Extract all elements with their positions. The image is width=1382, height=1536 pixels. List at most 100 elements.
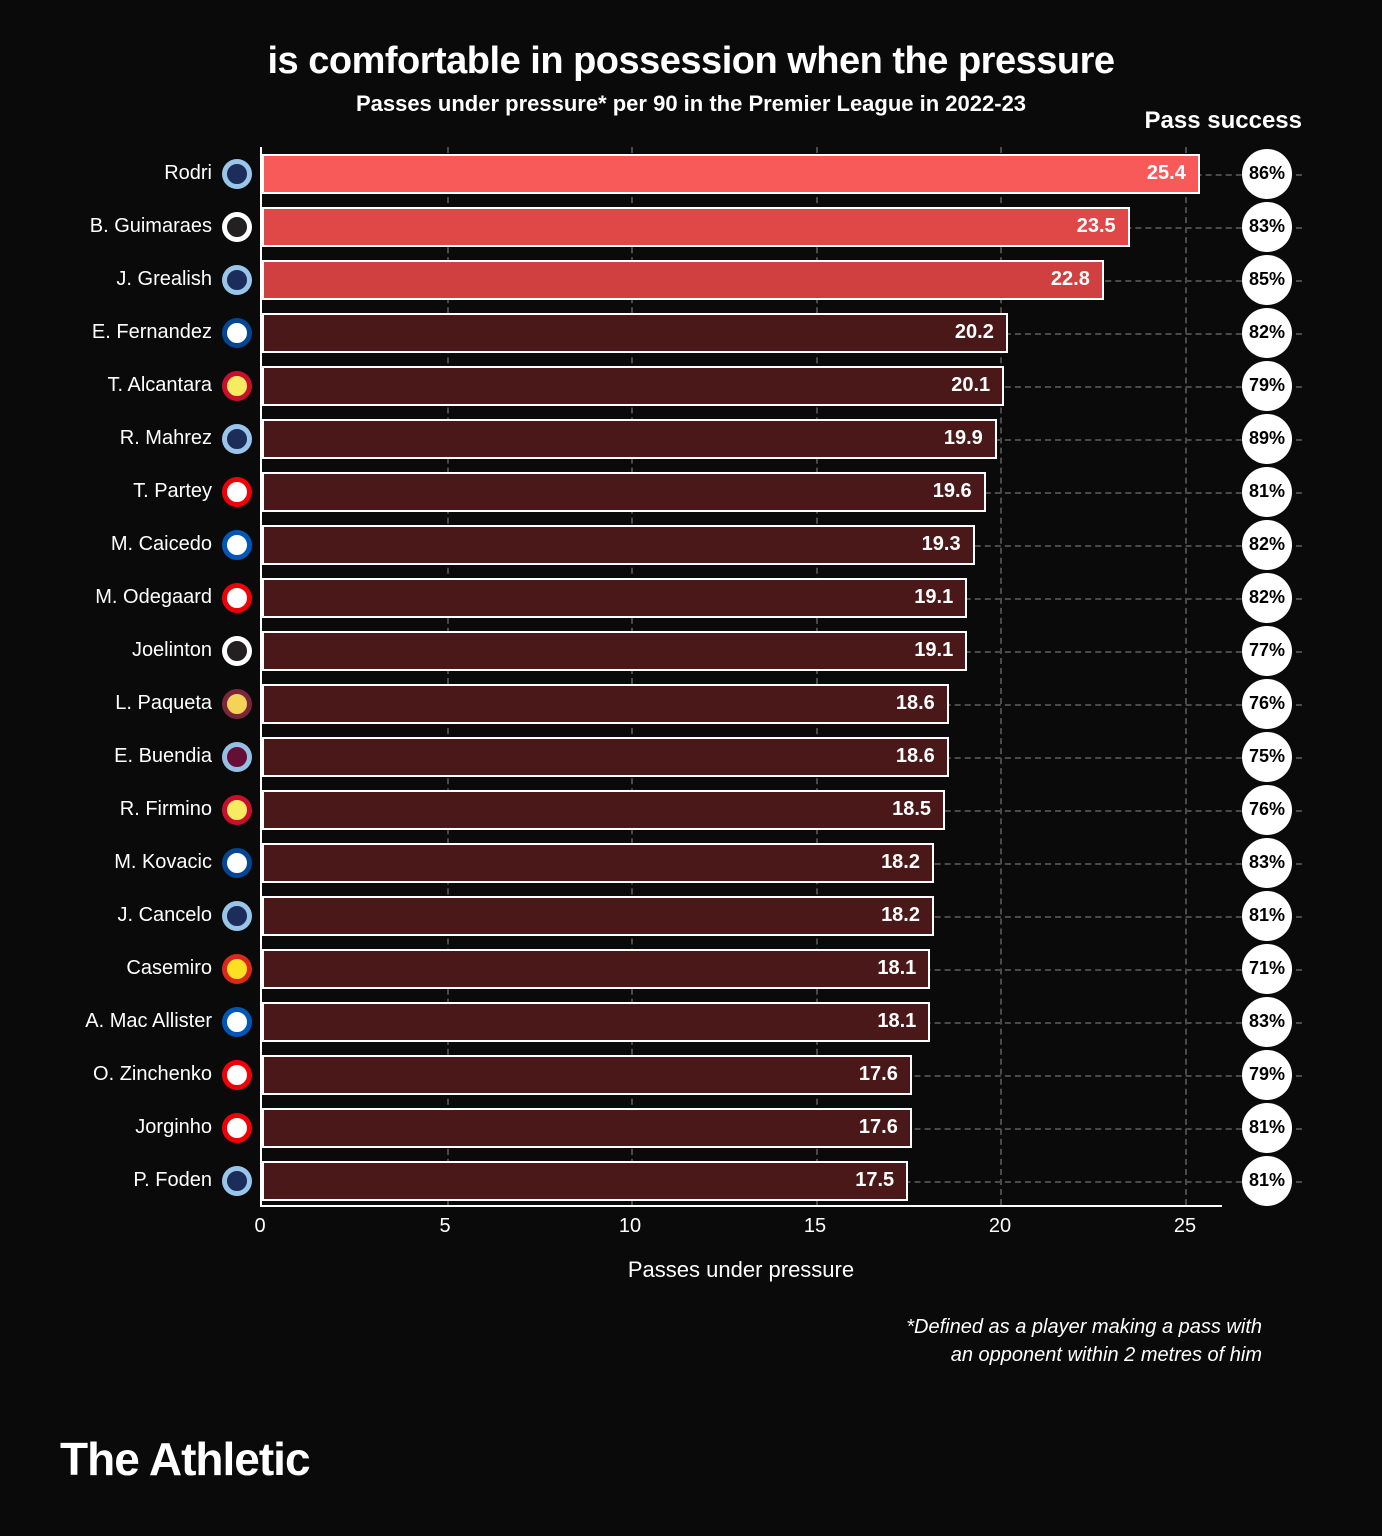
pass-success-value: 81%: [1242, 467, 1292, 517]
player-name: J. Grealish: [52, 268, 212, 291]
footnote-line-1: *Defined as a player making a pass with: [60, 1313, 1262, 1341]
club-badge-icon: [222, 265, 252, 295]
chart-row: M. Kovacic18.283%: [262, 836, 1222, 889]
row-content: J. Cancelo18.281%: [262, 889, 1222, 942]
player-name: B. Guimaraes: [52, 215, 212, 238]
chart-row: J. Cancelo18.281%: [262, 889, 1222, 942]
bar: 19.9: [262, 419, 997, 459]
chart-row: R. Firmino18.576%: [262, 783, 1222, 836]
brand-logo: The Athletic: [60, 1432, 310, 1486]
pass-success-header: Pass success: [1145, 107, 1302, 135]
club-badge-icon: [222, 954, 252, 984]
club-badge-icon: [222, 424, 252, 454]
club-badge-icon: [222, 371, 252, 401]
row-content: M. Odegaard19.182%: [262, 571, 1222, 624]
club-badge-icon: [222, 318, 252, 348]
chart-row: B. Guimaraes23.583%: [262, 200, 1222, 253]
pass-success-value: 71%: [1242, 944, 1292, 994]
player-name: E. Buendia: [52, 745, 212, 768]
bar: 17.6: [262, 1055, 912, 1095]
chart-row: O. Zinchenko17.679%: [262, 1048, 1222, 1101]
club-badge-icon: [222, 159, 252, 189]
chart-row: T. Partey19.681%: [262, 465, 1222, 518]
club-badge-icon: [222, 1007, 252, 1037]
chart-row: L. Paqueta18.676%: [262, 677, 1222, 730]
row-content: B. Guimaraes23.583%: [262, 200, 1222, 253]
pass-success-value: 79%: [1242, 361, 1292, 411]
club-badge-icon: [222, 636, 252, 666]
player-name: R. Firmino: [52, 798, 212, 821]
pass-success-value: 82%: [1242, 520, 1292, 570]
row-content: E. Fernandez20.282%: [262, 306, 1222, 359]
pass-success-value: 81%: [1242, 1103, 1292, 1153]
bar: 19.1: [262, 631, 967, 671]
player-name: T. Partey: [52, 480, 212, 503]
player-name: Joelinton: [52, 639, 212, 662]
x-tick-label: 5: [439, 1215, 450, 1238]
club-badge-icon: [222, 689, 252, 719]
row-content: M. Caicedo19.382%: [262, 518, 1222, 571]
row-content: Jorginho17.681%: [262, 1101, 1222, 1154]
row-content: J. Grealish22.885%: [262, 253, 1222, 306]
club-badge-icon: [222, 530, 252, 560]
pass-success-value: 83%: [1242, 997, 1292, 1047]
chart-title: is comfortable in possession when the pr…: [60, 40, 1322, 83]
chart-row: J. Grealish22.885%: [262, 253, 1222, 306]
row-content: Rodri25.486%: [262, 147, 1222, 200]
bar: 18.1: [262, 949, 930, 989]
player-name: M. Caicedo: [52, 533, 212, 556]
pass-success-value: 82%: [1242, 308, 1292, 358]
chart-row: P. Foden17.581%: [262, 1154, 1222, 1207]
x-tick-label: 0: [254, 1215, 265, 1238]
pass-success-value: 83%: [1242, 838, 1292, 888]
chart-subtitle: Passes under pressure* per 90 in the Pre…: [60, 91, 1322, 117]
player-name: A. Mac Allister: [52, 1010, 212, 1033]
club-badge-icon: [222, 1113, 252, 1143]
club-badge-icon: [222, 1060, 252, 1090]
bar: 17.5: [262, 1161, 908, 1201]
bar: 18.2: [262, 843, 934, 883]
pass-success-value: 75%: [1242, 732, 1292, 782]
pass-success-value: 76%: [1242, 785, 1292, 835]
club-badge-icon: [222, 795, 252, 825]
club-badge-icon: [222, 212, 252, 242]
row-content: L. Paqueta18.676%: [262, 677, 1222, 730]
chart-row: T. Alcantara20.179%: [262, 359, 1222, 412]
chart-row: M. Caicedo19.382%: [262, 518, 1222, 571]
x-axis-label: Passes under pressure: [260, 1257, 1222, 1283]
chart-row: E. Buendia18.675%: [262, 730, 1222, 783]
x-axis-ticks: 0510152025: [260, 1207, 1222, 1247]
row-content: Joelinton19.177%: [262, 624, 1222, 677]
bar: 19.1: [262, 578, 967, 618]
chart-area: Rodri25.486%B. Guimaraes23.583%J. Greali…: [260, 147, 1222, 1207]
row-content: R. Mahrez19.989%: [262, 412, 1222, 465]
pass-success-value: 83%: [1242, 202, 1292, 252]
chart-row: Rodri25.486%: [262, 147, 1222, 200]
pass-success-value: 76%: [1242, 679, 1292, 729]
club-badge-icon: [222, 848, 252, 878]
club-badge-icon: [222, 901, 252, 931]
pass-success-value: 79%: [1242, 1050, 1292, 1100]
bar: 18.1: [262, 1002, 930, 1042]
row-content: T. Partey19.681%: [262, 465, 1222, 518]
pass-success-value: 85%: [1242, 255, 1292, 305]
club-badge-icon: [222, 583, 252, 613]
bar: 17.6: [262, 1108, 912, 1148]
row-content: T. Alcantara20.179%: [262, 359, 1222, 412]
row-content: R. Firmino18.576%: [262, 783, 1222, 836]
chart-row: Joelinton19.177%: [262, 624, 1222, 677]
bar: 23.5: [262, 207, 1130, 247]
x-tick-label: 25: [1174, 1215, 1196, 1238]
bar: 19.3: [262, 525, 975, 565]
pass-success-value: 89%: [1242, 414, 1292, 464]
player-name: P. Foden: [52, 1169, 212, 1192]
x-tick-label: 20: [989, 1215, 1011, 1238]
pass-success-value: 77%: [1242, 626, 1292, 676]
bar: 18.5: [262, 790, 945, 830]
player-name: E. Fernandez: [52, 321, 212, 344]
bar: 19.6: [262, 472, 986, 512]
chart-row: A. Mac Allister18.183%: [262, 995, 1222, 1048]
bar: 20.1: [262, 366, 1004, 406]
row-content: A. Mac Allister18.183%: [262, 995, 1222, 1048]
chart-row: Casemiro18.171%: [262, 942, 1222, 995]
